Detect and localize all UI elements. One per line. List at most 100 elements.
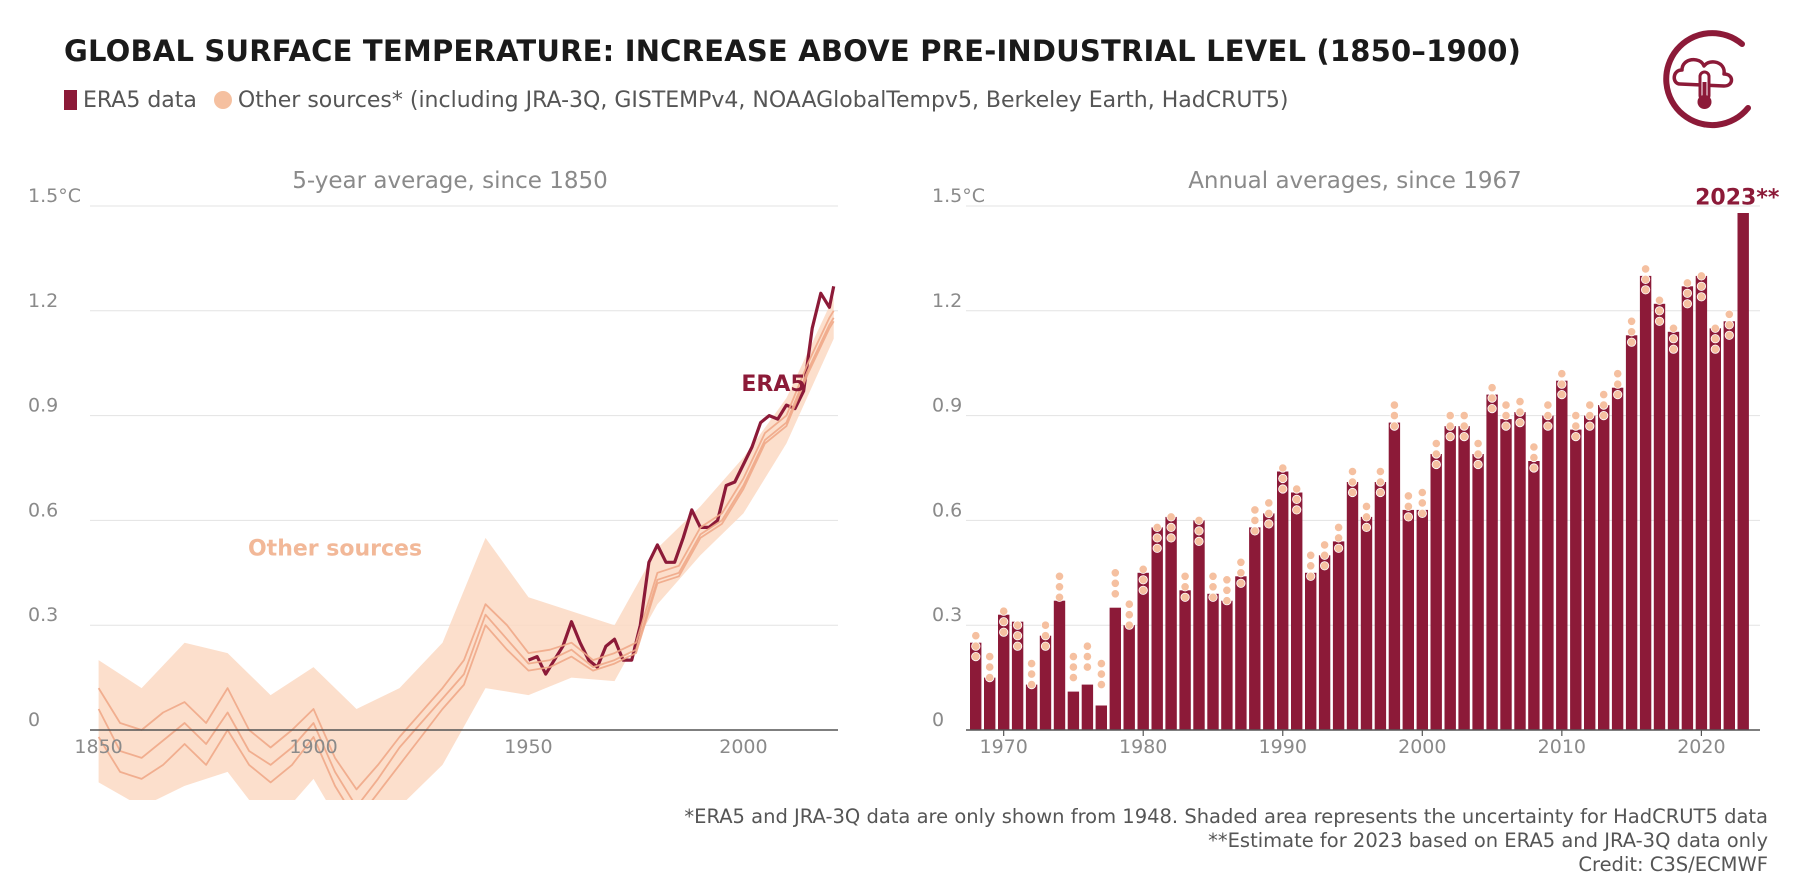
other-source-dot-2021 <box>1710 323 1720 333</box>
bar-1970 <box>998 614 1010 730</box>
legend-era5-swatch <box>64 90 77 110</box>
other-source-dot-1993 <box>1320 540 1330 550</box>
chart-left-title: 5-year average, since 1850 <box>292 168 608 194</box>
other-source-dot-2008 <box>1529 452 1539 463</box>
chart-right-ytick-label: 0.3 <box>932 604 962 626</box>
other-source-dot-1974 <box>1054 582 1065 592</box>
other-source-line-3 <box>97 320 835 800</box>
bar-2008 <box>1528 461 1540 730</box>
other-source-dot-1985 <box>1208 571 1218 581</box>
other-source-dot-1975 <box>1068 662 1079 672</box>
other-source-dot-1996 <box>1361 512 1372 522</box>
other-source-dot-2016 <box>1641 285 1651 295</box>
other-source-dot-2002 <box>1445 431 1455 442</box>
other-source-dot-1977 <box>1096 669 1107 679</box>
other-source-dot-1981 <box>1152 522 1162 533</box>
bar-1987 <box>1235 576 1247 730</box>
bar-1986 <box>1221 600 1233 730</box>
right-annotation: 2023** <box>1695 185 1780 210</box>
chart-left-ytick-label: 0 <box>28 709 40 731</box>
other-source-dot-1987 <box>1236 557 1246 567</box>
other-source-dot-2009 <box>1543 410 1553 421</box>
bar-1994 <box>1332 541 1345 730</box>
other-source-dot-2012 <box>1585 421 1595 431</box>
other-source-dot-1975 <box>1068 651 1079 662</box>
other-source-dot-1978 <box>1110 589 1120 599</box>
other-source-dot-1993 <box>1320 550 1330 560</box>
other-source-dot-2005 <box>1487 393 1497 403</box>
other-source-dot-2014 <box>1613 389 1623 400</box>
other-source-dot-2019 <box>1682 278 1693 288</box>
other-source-dot-2003 <box>1459 421 1469 431</box>
other-source-dot-1982 <box>1166 512 1176 522</box>
other-source-dot-2012 <box>1585 400 1595 410</box>
bar-1983 <box>1179 590 1191 730</box>
other-source-dot-1987 <box>1236 578 1246 588</box>
other-source-dot-1969 <box>985 662 995 672</box>
other-source-dot-1980 <box>1138 564 1148 574</box>
bar-1976 <box>1081 684 1094 730</box>
bar-2014 <box>1611 387 1624 730</box>
other-source-dot-2014 <box>1613 379 1623 389</box>
other-source-dot-1968 <box>971 651 981 662</box>
other-source-dot-1990 <box>1278 484 1288 494</box>
other-source-dot-1994 <box>1334 543 1344 553</box>
other-source-dot-1974 <box>1054 571 1065 581</box>
other-source-dot-1991 <box>1292 494 1302 504</box>
other-source-dot-1969 <box>985 672 995 683</box>
other-source-dot-2002 <box>1445 410 1455 421</box>
other-source-dot-2003 <box>1459 431 1469 442</box>
bar-1996 <box>1360 516 1373 730</box>
bar-1988 <box>1249 527 1261 730</box>
right-xtick-label: 1980 <box>1119 736 1167 758</box>
footnote-1: *ERA5 and JRA-3Q data are only shown fro… <box>684 805 1768 828</box>
bar-2006 <box>1500 419 1512 730</box>
footnotes: *ERA5 and JRA-3Q data are only shown fro… <box>684 805 1768 877</box>
bar-2013 <box>1598 405 1610 730</box>
bar-1991 <box>1291 492 1303 730</box>
right-xtick-label: 2010 <box>1538 736 1586 758</box>
other-source-dot-2022 <box>1724 330 1734 340</box>
other-source-dot-1985 <box>1208 592 1218 602</box>
bar-2011 <box>1570 429 1582 730</box>
bar-2010 <box>1556 380 1568 730</box>
other-source-dot-2007 <box>1515 417 1525 428</box>
other-source-dot-1984 <box>1194 526 1204 536</box>
other-source-dot-2001 <box>1431 459 1441 470</box>
right-xtick-label: 1990 <box>1259 736 1307 758</box>
other-source-dot-1971 <box>1012 620 1023 630</box>
bar-1977 <box>1095 705 1107 730</box>
other-source-dot-2021 <box>1710 334 1720 344</box>
other-source-dot-1998 <box>1389 421 1400 431</box>
other-source-dot-1982 <box>1166 533 1176 543</box>
bar-2016 <box>1639 275 1652 730</box>
other-source-dot-1989 <box>1264 498 1274 508</box>
other-source-dot-2009 <box>1543 421 1553 431</box>
other-source-line-2 <box>97 317 835 800</box>
other-source-dot-1986 <box>1222 596 1232 606</box>
bar-1978 <box>1109 607 1121 730</box>
other-source-dot-1991 <box>1292 505 1302 515</box>
other-source-dot-1980 <box>1138 575 1148 585</box>
other-source-dot-2011 <box>1571 431 1581 442</box>
bar-1968 <box>970 642 982 730</box>
other-source-dot-1983 <box>1180 592 1190 602</box>
other-source-dot-1975 <box>1068 672 1079 683</box>
left-annotation: Other sources <box>248 536 422 561</box>
other-source-dot-2001 <box>1431 438 1441 449</box>
bar-1974 <box>1053 600 1066 730</box>
other-source-dot-1973 <box>1040 641 1051 651</box>
cloud-thermometer-icon <box>1663 30 1751 129</box>
other-source-dot-2005 <box>1487 403 1497 414</box>
legend: ERA5 data Other sources* (including JRA-… <box>64 88 1289 113</box>
other-source-dot-1979 <box>1124 620 1134 630</box>
other-source-dot-1978 <box>1110 568 1120 578</box>
bar-2004 <box>1472 454 1484 730</box>
other-source-dot-2020 <box>1696 281 1707 291</box>
other-source-dot-2010 <box>1557 389 1567 400</box>
other-source-dot-1987 <box>1236 568 1246 578</box>
other-source-dot-1970 <box>999 606 1009 616</box>
other-source-dot-1996 <box>1361 522 1372 533</box>
legend-other-label: Other sources* (including JRA-3Q, GISTEM… <box>237 88 1289 113</box>
bar-2023 <box>1737 213 1749 730</box>
